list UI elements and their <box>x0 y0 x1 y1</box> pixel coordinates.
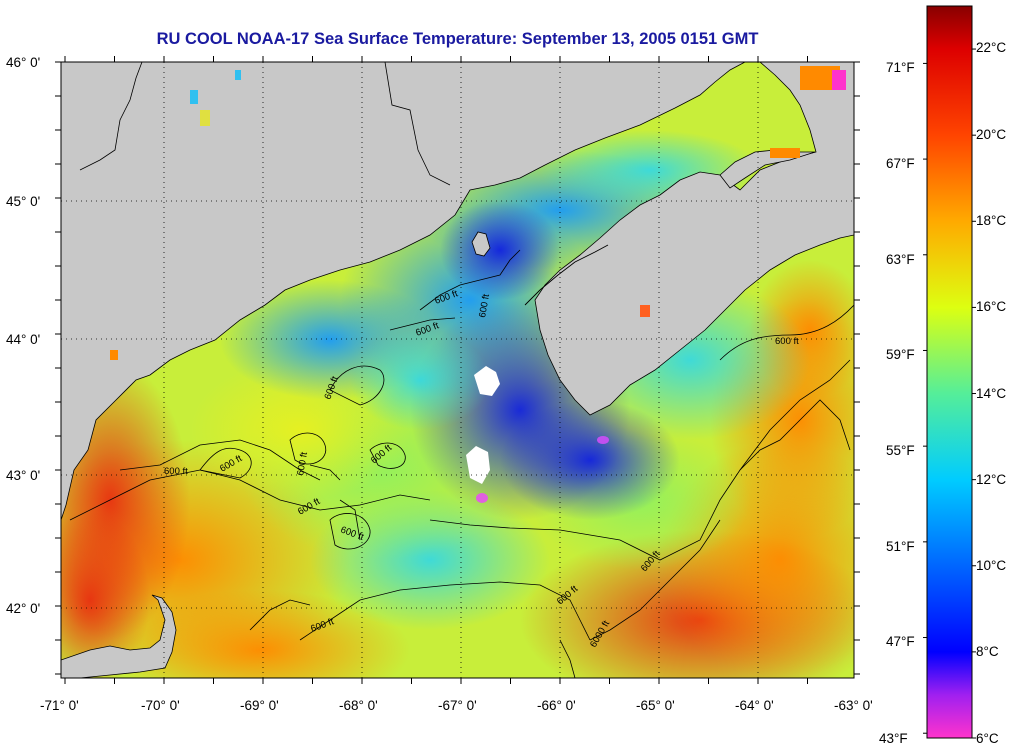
fahrenheit-label: 67°F <box>886 156 915 171</box>
lon-label: -67° 0' <box>438 698 477 713</box>
celsius-label: 10°C <box>976 558 1006 573</box>
celsius-label: 14°C <box>976 386 1006 401</box>
depth-contours <box>69 249 854 678</box>
lon-label: -68° 0' <box>339 698 378 713</box>
fahrenheit-label: 63°F <box>886 252 915 267</box>
lon-label: -70° 0' <box>141 698 180 713</box>
grid-lines <box>61 62 854 678</box>
frame-ticks <box>55 56 860 684</box>
lon-label: -66° 0' <box>537 698 576 713</box>
contour-label: 600 ft <box>775 336 799 347</box>
temperature-field <box>61 130 854 678</box>
celsius-label: 18°C <box>976 213 1006 228</box>
fahrenheit-label: 55°F <box>886 443 915 458</box>
lon-label: -65° 0' <box>636 698 675 713</box>
land-digby-neck <box>524 244 609 306</box>
fahrenheit-label: 71°F <box>886 60 915 75</box>
land-maine-newbrunswick <box>61 62 746 521</box>
cloud-mask <box>466 366 609 503</box>
celsius-label: 12°C <box>976 472 1006 487</box>
map-title: RU COOL NOAA-17 Sea Surface Temperature:… <box>156 30 759 48</box>
lat-label: 43° 0' <box>6 468 40 483</box>
lat-label: 44° 0' <box>6 332 40 347</box>
lat-label: 46° 0' <box>6 55 40 70</box>
lon-label: -64° 0' <box>735 698 774 713</box>
border-line <box>79 62 451 186</box>
fahrenheit-label: 59°F <box>886 347 915 362</box>
celsius-label: 6°C <box>976 731 999 746</box>
colorbar <box>926 5 973 739</box>
land-minas <box>719 149 816 189</box>
longitude-labels: -71° 0' -70° 0' -69° 0' -68° 0' -67° 0' … <box>40 698 873 713</box>
lon-label: -69° 0' <box>240 698 279 713</box>
celsius-labels: 22°C 20°C 18°C 16°C 14°C 12°C 10°C 8°C 6… <box>976 40 1006 746</box>
lon-label: -63° 0' <box>834 698 873 713</box>
celsius-label: 20°C <box>976 127 1006 142</box>
fahrenheit-labels: 71°F 67°F 63°F 59°F 55°F 51°F 47°F 43°F <box>879 60 915 746</box>
colorbar-ticks <box>923 48 976 739</box>
lat-label: 42° 0' <box>6 601 40 616</box>
contour-label: 600 ft <box>477 293 492 319</box>
map-image: 600 ft 600 ft 600 ft 600 ft 600 ft 600 f… <box>61 62 854 678</box>
celsius-label: 16°C <box>976 299 1006 314</box>
land-grand-manan <box>471 231 491 257</box>
lat-label: 45° 0' <box>6 194 40 209</box>
celsius-label: 22°C <box>976 40 1006 55</box>
fahrenheit-label: 43°F <box>879 731 908 746</box>
contour-label: 600 ft <box>295 451 310 477</box>
fahrenheit-label: 51°F <box>886 539 915 554</box>
contour-label: 600 ft <box>164 466 188 477</box>
map-frame <box>60 61 855 679</box>
lon-label: -71° 0' <box>40 698 79 713</box>
latitude-labels: 46° 0' 45° 0' 44° 0' 43° 0' 42° 0' <box>6 55 40 616</box>
celsius-label: 8°C <box>976 644 999 659</box>
land-cape-cod <box>61 594 177 678</box>
fahrenheit-label: 47°F <box>886 634 915 649</box>
